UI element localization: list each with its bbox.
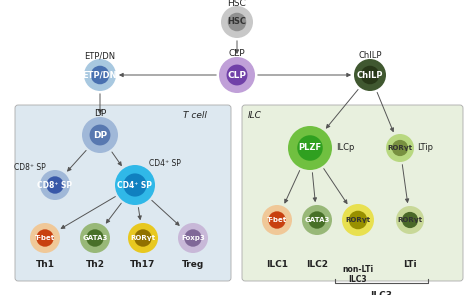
Text: DP: DP xyxy=(94,109,106,119)
Text: CD4⁺ SP: CD4⁺ SP xyxy=(118,181,153,189)
Text: Foxp3: Foxp3 xyxy=(181,235,205,241)
Text: ETP/DN: ETP/DN xyxy=(82,71,117,79)
Circle shape xyxy=(123,173,146,196)
Text: ILC3: ILC3 xyxy=(370,291,392,295)
Circle shape xyxy=(90,124,110,145)
Text: LTip: LTip xyxy=(417,143,433,153)
Circle shape xyxy=(392,140,408,156)
Text: T-bet: T-bet xyxy=(267,217,287,223)
Circle shape xyxy=(184,229,202,247)
Circle shape xyxy=(86,229,104,247)
Text: DP: DP xyxy=(93,130,107,140)
Text: LTi: LTi xyxy=(403,260,417,269)
Text: T cell: T cell xyxy=(183,111,207,119)
Text: CLP: CLP xyxy=(228,71,246,79)
Circle shape xyxy=(361,66,379,84)
Text: ChILP: ChILP xyxy=(358,52,382,60)
Text: HSC: HSC xyxy=(228,0,246,9)
Text: ILC: ILC xyxy=(248,111,262,119)
Text: Th2: Th2 xyxy=(85,260,104,269)
Circle shape xyxy=(219,57,255,93)
Circle shape xyxy=(82,117,118,153)
Circle shape xyxy=(297,135,323,161)
Circle shape xyxy=(354,59,386,91)
Circle shape xyxy=(30,223,60,253)
Circle shape xyxy=(228,13,246,31)
Text: CD4⁺ SP: CD4⁺ SP xyxy=(149,158,181,168)
Circle shape xyxy=(308,211,326,229)
Text: GATA3: GATA3 xyxy=(82,235,108,241)
Circle shape xyxy=(134,229,152,247)
Text: Treg: Treg xyxy=(182,260,204,269)
Text: Th17: Th17 xyxy=(130,260,155,269)
Text: RORγt: RORγt xyxy=(130,235,155,241)
Circle shape xyxy=(342,204,374,236)
Circle shape xyxy=(268,211,286,229)
Text: CD8⁺ SP: CD8⁺ SP xyxy=(37,181,73,189)
Text: ILC1: ILC1 xyxy=(266,260,288,269)
Text: PLZF: PLZF xyxy=(299,143,321,153)
Circle shape xyxy=(84,59,116,91)
Text: CD8⁺ SP: CD8⁺ SP xyxy=(14,163,46,173)
Text: Th1: Th1 xyxy=(36,260,55,269)
Circle shape xyxy=(36,229,54,247)
Circle shape xyxy=(128,223,158,253)
FancyBboxPatch shape xyxy=(15,105,231,281)
Text: T-bet: T-bet xyxy=(35,235,55,241)
Circle shape xyxy=(227,65,247,86)
Text: ILCp: ILCp xyxy=(336,143,355,153)
Circle shape xyxy=(349,211,367,229)
Text: non-LTi
ILC3: non-LTi ILC3 xyxy=(342,265,374,284)
Circle shape xyxy=(178,223,208,253)
Circle shape xyxy=(288,126,332,170)
FancyBboxPatch shape xyxy=(242,105,463,281)
Circle shape xyxy=(80,223,110,253)
Circle shape xyxy=(396,206,424,234)
Text: RORγt: RORγt xyxy=(387,145,412,151)
Circle shape xyxy=(91,66,109,84)
Circle shape xyxy=(115,165,155,205)
Text: ILC2: ILC2 xyxy=(306,260,328,269)
Circle shape xyxy=(46,176,64,194)
Circle shape xyxy=(402,212,418,228)
Text: HSC: HSC xyxy=(228,17,246,27)
Circle shape xyxy=(221,6,253,38)
Circle shape xyxy=(302,205,332,235)
Text: RORγt: RORγt xyxy=(346,217,371,223)
Text: RORγt: RORγt xyxy=(397,217,422,223)
Circle shape xyxy=(40,170,70,200)
Circle shape xyxy=(386,134,414,162)
Text: GATA3: GATA3 xyxy=(304,217,330,223)
Text: CLP: CLP xyxy=(228,48,246,58)
Text: ETP/DN: ETP/DN xyxy=(84,52,116,60)
Text: ChILP: ChILP xyxy=(357,71,383,79)
Circle shape xyxy=(262,205,292,235)
